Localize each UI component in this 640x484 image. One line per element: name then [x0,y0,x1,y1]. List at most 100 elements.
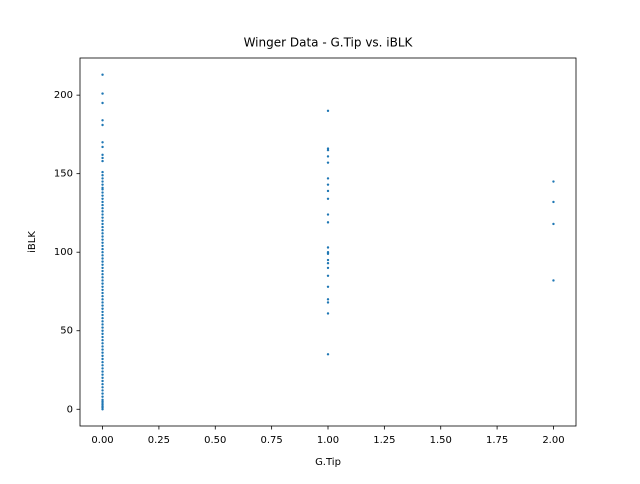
point [101,307,104,310]
point [101,301,104,304]
y-tick-label: 200 [54,90,73,101]
point [101,247,104,251]
point [101,386,104,389]
y-axis-label: iBLK [27,231,38,253]
point [101,357,104,361]
x-tick-label: 1.00 [317,435,339,446]
point [552,180,555,183]
point [101,203,104,207]
x-axis-label: G.Tip [315,457,341,468]
point [101,272,104,276]
point [101,101,104,105]
point [101,379,104,383]
point [101,170,104,174]
point [326,148,330,152]
point [101,232,104,235]
point [101,370,104,373]
point [326,262,330,265]
point [101,392,104,395]
point [101,174,104,177]
point [101,251,104,254]
point [101,376,104,380]
point [101,210,104,213]
point [552,222,555,226]
point [326,246,330,249]
point [101,294,104,298]
point [552,279,555,282]
point [101,326,104,329]
x-tick-label: 0.25 [148,435,170,446]
point [326,285,330,288]
point [101,188,104,191]
x-tick-label: 2.00 [542,435,564,446]
point [101,92,104,95]
point [326,213,330,216]
point [101,291,104,295]
point [101,180,104,183]
point [101,159,104,163]
point [101,254,104,257]
point [101,395,104,398]
point [101,73,104,76]
point [101,219,104,222]
point [101,241,104,244]
x-tick-label: 1.25 [373,435,395,446]
point [552,200,555,204]
plot-frame [79,57,577,427]
point [101,285,104,288]
x-tick-label: 1.50 [430,435,452,446]
point [101,177,104,180]
point [101,348,104,351]
point [101,207,104,210]
point [101,244,104,248]
point [326,161,330,164]
point [101,382,104,386]
point [101,145,104,149]
point [101,279,104,282]
point [101,229,104,232]
point [101,141,104,144]
point [101,332,104,336]
point [326,353,330,356]
point [326,298,330,301]
point [101,364,104,367]
point [101,351,104,354]
point [101,123,104,127]
point [101,360,104,364]
point [101,183,104,186]
point [326,258,330,262]
point [101,373,104,376]
point [326,312,330,315]
point [101,282,104,285]
point [101,191,104,194]
point [101,316,104,320]
point [101,222,104,226]
point [101,235,104,238]
point [101,313,104,317]
point [101,153,104,157]
point [101,342,104,345]
point [326,266,330,270]
point [101,323,104,326]
point [101,194,104,197]
chart-title: Winger Data - G.Tip vs. iBLK [244,36,414,50]
point [101,304,104,307]
point [101,213,104,216]
point [101,329,104,332]
y-tick-label: 150 [54,169,73,180]
y-tick-label: 50 [60,326,73,337]
point [101,367,104,370]
point [101,156,104,160]
point [101,276,104,279]
point [101,298,104,301]
x-tick-label: 0.75 [261,435,283,446]
point [326,274,330,277]
point [101,320,104,323]
point [326,221,330,224]
x-tick-label: 0.00 [91,435,113,446]
point [101,266,104,270]
x-tick-label: 1.75 [486,435,508,446]
point [101,200,104,204]
point [101,225,104,229]
